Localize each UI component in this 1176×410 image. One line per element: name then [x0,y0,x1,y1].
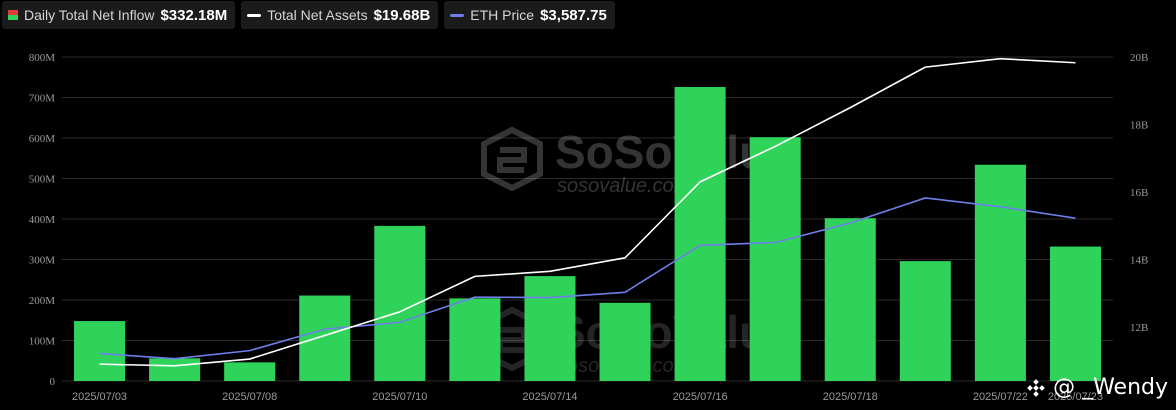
x-tick-label: 2025/07/08 [222,391,277,403]
legend-inflow-label: Daily Total Net Inflow [24,7,155,23]
legend-price-value: $3,587.75 [540,6,607,24]
y-left-tick-label: 700M [29,93,56,105]
inflow-bar [824,218,876,381]
assets-swatch-icon [247,13,262,17]
y-left-tick-label: 0 [50,376,56,388]
x-tick-label: 2025/07/18 [823,391,878,403]
eth-price-line [99,197,1076,360]
inflow-swatch-icon [8,10,18,20]
y-left-tick-label: 200M [29,295,56,307]
x-tick-label: 2025/07/22 [973,391,1028,403]
inflow-bar [899,261,951,381]
y-left-tick-label: 400M [29,214,56,226]
axes: 0 100M 200M 300M 400M 500M 600M 700M 800M 12B 14B 1… [29,52,1149,403]
y-left-tick-label: 600M [29,133,56,145]
y-right-tick-label: 18B [1130,120,1148,132]
inflow-bar [749,137,801,381]
grid-lines [62,56,1113,382]
y-right-tick-label: 14B [1130,255,1148,267]
inflow-bar [524,276,576,381]
y-right-tick-label: 12B [1130,322,1148,334]
inflow-bar [74,321,126,381]
inflow-bar [1049,246,1101,381]
x-tick-label: 2025/07/23 [1048,391,1103,403]
legend-assets-label: Total Net Assets [267,7,368,23]
x-tick-label: 2025/07/10 [372,391,427,403]
y-left-tick-label: 300M [29,255,56,267]
binance-icon [1027,378,1045,397]
watermark-url: sosovalue.com [557,175,690,197]
inflow-bar [299,295,351,381]
legend-assets-value: $19.68B [373,6,431,24]
y-left-tick-label: 100M [29,336,56,348]
total-net-assets-line [99,57,1076,367]
legend-price[interactable]: ETH Price $3,587.75 [444,1,615,29]
y-left-tick-label: 500M [29,174,56,186]
footer-credit: @ _Wendy [1027,375,1168,400]
inflow-bar [974,164,1026,381]
y-right-tick-label: 20B [1130,52,1148,64]
legend-inflow-value: $332.18M [160,6,228,24]
y-left-tick-label: 800M [29,52,56,64]
x-tick-label: 2025/07/14 [522,391,577,403]
inflow-bar [449,298,501,381]
footer-handle: @ _Wendy [1053,375,1168,400]
x-tick-label: 2025/07/16 [673,391,728,403]
sosovalue-logo-icon [481,126,543,192]
x-tick-label: 2025/07/03 [72,391,127,403]
legend-assets[interactable]: Total Net Assets $19.68B [241,1,439,29]
legend-price-label: ETH Price [470,7,535,23]
inflow-bar [224,362,276,381]
etf-flow-chart: SoSoValue sosovalue.com SoSoValue sosova… [29,52,1149,403]
inflow-bar [149,358,201,381]
price-swatch-icon [450,13,465,17]
inflow-bar [599,302,651,381]
lines [99,57,1076,367]
inflow-bar [674,86,726,381]
chart-legend: Daily Total Net Inflow $332.18M Total Ne… [0,0,615,30]
y-right-tick-label: 16B [1130,187,1148,199]
inflow-bars [74,86,1101,381]
legend-inflow[interactable]: Daily Total Net Inflow $332.18M [2,1,236,29]
